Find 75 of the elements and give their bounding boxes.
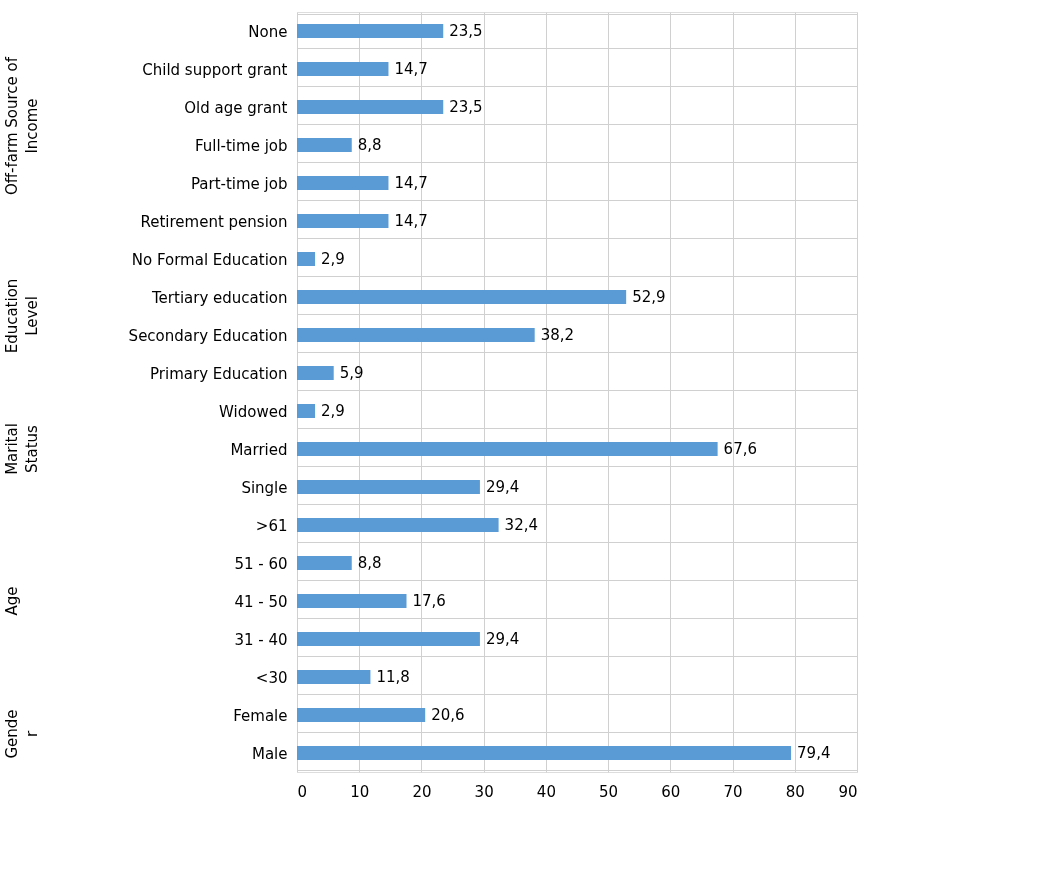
bar	[297, 328, 535, 342]
text: Marital Status	[3, 423, 41, 475]
bar	[297, 62, 389, 76]
x-tick-label: 0	[297, 782, 308, 801]
y-tick-label: Single	[241, 478, 288, 497]
data-label: 14,7	[394, 212, 428, 230]
data-label: 23,5	[449, 22, 483, 40]
x-tick-label: 40	[536, 782, 556, 801]
bar	[297, 632, 480, 646]
data-label: 29,4	[485, 478, 520, 496]
x-tick-label: 90	[838, 782, 858, 801]
y-tick-label: Full-time job	[194, 136, 288, 155]
data-label: 38,2	[540, 326, 575, 344]
y-tick-label: Married	[230, 440, 288, 459]
y-tick-label: 41 - 50	[234, 592, 288, 611]
y-tick-label: 51 - 60	[234, 554, 288, 573]
x-tick-label: 80	[785, 782, 805, 801]
y-tick-label: Tertiary education	[151, 288, 288, 307]
data-label: 23,5	[449, 98, 483, 116]
text: Off-farm Source of Income	[3, 56, 41, 196]
data-label: 14,7	[394, 60, 428, 78]
y-tick-label: Widowed	[219, 402, 288, 421]
data-label: 67,6	[723, 440, 758, 458]
bar	[297, 556, 352, 570]
data-label: 11,8	[376, 668, 410, 686]
bar	[297, 24, 444, 38]
data-label: 29,4	[485, 630, 520, 648]
bar	[297, 366, 334, 380]
y-tick-label: None	[248, 22, 288, 41]
data-label: 8,8	[357, 136, 382, 154]
bar	[297, 594, 407, 608]
data-label: 32,4	[504, 516, 539, 534]
y-tick-label: Secondary Education	[128, 326, 288, 345]
y-tick-label: Male	[251, 744, 288, 763]
x-tick-label: 30	[474, 782, 494, 801]
text: Education Level	[3, 278, 41, 354]
y-tick-label: >61	[255, 516, 288, 535]
data-label: 5,9	[339, 364, 364, 382]
bar	[297, 290, 627, 304]
bar	[297, 746, 792, 760]
data-label: 79,4	[797, 744, 831, 762]
bar	[297, 404, 316, 418]
y-tick-label: Primary Education	[150, 364, 288, 383]
data-label: 52,9	[632, 288, 666, 306]
bar	[297, 100, 444, 114]
bar	[297, 518, 499, 532]
bar	[297, 442, 718, 456]
text: Age	[3, 586, 21, 616]
x-tick-label: 20	[412, 782, 432, 801]
bar	[297, 480, 480, 494]
y-tick-label: Female	[233, 706, 288, 725]
y-tick-label: No Formal Education	[131, 250, 288, 269]
y-tick-label: <30	[255, 668, 288, 687]
x-tick-label: 10	[350, 782, 370, 801]
bar	[297, 214, 389, 228]
y-tick-label: Retirement pension	[140, 212, 288, 231]
data-label: 8,8	[357, 554, 382, 572]
bar	[297, 670, 371, 684]
data-label: 14,7	[394, 174, 428, 192]
x-tick-label: 60	[661, 782, 681, 801]
data-label: 20,6	[431, 706, 465, 724]
data-label: 2,9	[321, 402, 345, 420]
y-tick-label: 31 - 40	[234, 630, 288, 649]
bar	[297, 708, 426, 722]
y-tick-label: Old age grant	[184, 98, 288, 117]
data-label: 17,6	[412, 592, 446, 610]
text: Gende r	[3, 709, 41, 759]
x-tick-label: 70	[723, 782, 743, 801]
bar	[297, 138, 352, 152]
y-tick-label: Part-time job	[190, 174, 288, 193]
bar	[297, 252, 316, 266]
x-tick-label: 50	[599, 782, 619, 801]
data-label: 2,9	[321, 250, 345, 268]
bar	[297, 176, 389, 190]
y-tick-label: Child support grant	[142, 60, 288, 79]
